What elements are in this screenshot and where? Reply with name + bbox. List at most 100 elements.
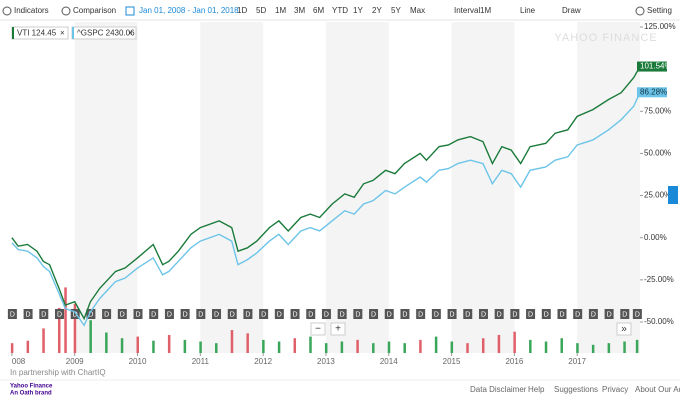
dividend-box[interactable] [290,309,300,319]
dividend-marker[interactable]: D [26,311,31,318]
zoom-button[interactable]: » [621,324,627,335]
zoom-button-bg[interactable] [616,322,632,336]
interval-label[interactable]: Interval [454,6,480,15]
dividend-box[interactable] [510,309,520,319]
footer-link[interactable]: Help [528,385,545,394]
footer-link[interactable]: About Our Ads [635,385,680,394]
dividend-marker[interactable]: D [622,311,627,318]
dividend-box[interactable] [400,309,410,319]
dividend-box[interactable] [620,309,630,319]
dividend-box[interactable] [54,309,64,319]
dividend-marker[interactable]: D [308,311,313,318]
dividend-marker[interactable]: D [607,311,612,318]
period-button[interactable]: YTD [332,6,348,15]
settings-icon[interactable] [635,6,645,16]
dividend-box[interactable] [102,309,112,319]
period-button[interactable]: 1D [237,6,247,15]
period-button[interactable]: 1Y [353,6,363,15]
dividend-marker[interactable]: D [230,311,235,318]
dividend-box[interactable] [604,309,614,319]
dividend-marker[interactable]: D [559,311,564,318]
period-button[interactable]: 1M [275,6,286,15]
dividend-box[interactable] [70,309,80,319]
dividend-box[interactable] [478,309,488,319]
dividend-box[interactable] [149,309,159,319]
dividend-box[interactable] [306,309,316,319]
comparison-icon[interactable] [61,6,71,16]
dividend-box[interactable] [227,309,237,319]
dividend-marker[interactable]: D [135,311,140,318]
legend-close[interactable]: × [128,29,133,38]
dividend-box[interactable] [447,309,457,319]
date-range[interactable]: Jan 01, 2008 - Jan 01, 2018 [139,6,239,15]
dividend-marker[interactable]: D [151,311,156,318]
dividend-box[interactable] [384,309,394,319]
dividend-box[interactable] [7,309,17,319]
dividend-marker[interactable]: D [88,311,93,318]
dividend-marker[interactable]: D [434,311,439,318]
dividend-marker[interactable]: D [371,311,376,318]
dividend-box[interactable] [416,309,426,319]
dividend-box[interactable] [23,309,33,319]
dividend-box[interactable] [39,309,49,319]
dividend-box[interactable] [369,309,379,319]
line-button[interactable]: Line [520,6,536,15]
dividend-box[interactable] [463,309,473,319]
dividend-box[interactable] [573,309,583,319]
draw-button[interactable]: Draw [562,6,581,15]
dividend-box[interactable] [337,309,347,319]
footer-link[interactable]: Privacy [602,385,628,394]
dividend-marker[interactable]: D [104,311,109,318]
zoom-button[interactable]: − [315,324,321,335]
dividend-marker[interactable]: D [512,311,517,318]
dividend-marker[interactable]: D [214,311,219,318]
period-button[interactable]: 2Y [372,6,382,15]
dividend-marker[interactable]: D [465,311,470,318]
side-panel-toggle[interactable] [668,186,678,204]
calendar-icon[interactable] [125,6,135,16]
zoom-button[interactable]: + [335,324,341,335]
dividend-marker[interactable]: D [387,311,392,318]
period-button[interactable]: 3M [294,6,305,15]
dividend-box[interactable] [196,309,206,319]
dividend-marker[interactable]: D [481,311,486,318]
dividend-box[interactable] [243,309,253,319]
indicators-icon[interactable] [2,6,12,16]
dividend-marker[interactable]: D [120,311,125,318]
settings-button[interactable]: Setting [647,6,672,15]
period-button[interactable]: 6M [313,6,324,15]
dividend-marker[interactable]: D [198,311,203,318]
dividend-marker[interactable]: D [183,311,188,318]
dividend-marker[interactable]: D [245,311,250,318]
dividend-marker[interactable]: D [450,311,455,318]
dividend-box[interactable] [274,309,284,319]
period-button[interactable]: 5Y [391,6,401,15]
dividend-box[interactable] [541,309,551,319]
indicators-button[interactable]: Indicators [14,6,49,15]
period-button[interactable]: Max [410,6,425,15]
dividend-marker[interactable]: D [528,311,533,318]
dividend-marker[interactable]: D [57,311,62,318]
dividend-marker[interactable]: D [277,311,282,318]
dividend-marker[interactable]: D [73,311,78,318]
dividend-box[interactable] [133,309,143,319]
dividend-marker[interactable]: D [418,311,423,318]
dividend-marker[interactable]: D [591,311,596,318]
dividend-marker[interactable]: D [10,311,15,318]
dividend-marker[interactable]: D [41,311,46,318]
dividend-box[interactable] [557,309,567,319]
period-button[interactable]: 5D [256,6,266,15]
dividend-marker[interactable]: D [293,311,298,318]
dividend-marker[interactable]: D [340,311,345,318]
dividend-marker[interactable]: D [261,311,266,318]
dividend-box[interactable] [212,309,222,319]
comparison-button[interactable]: Comparison [73,6,116,15]
dividend-box[interactable] [353,309,363,319]
dividend-box[interactable] [321,309,331,319]
dividend-marker[interactable]: D [355,311,360,318]
dividend-box[interactable] [86,309,96,319]
legend-close[interactable]: × [60,29,65,38]
dividend-box[interactable] [164,309,174,319]
dividend-box[interactable] [632,309,642,319]
footer-link[interactable]: Data Disclaimer [470,385,527,394]
